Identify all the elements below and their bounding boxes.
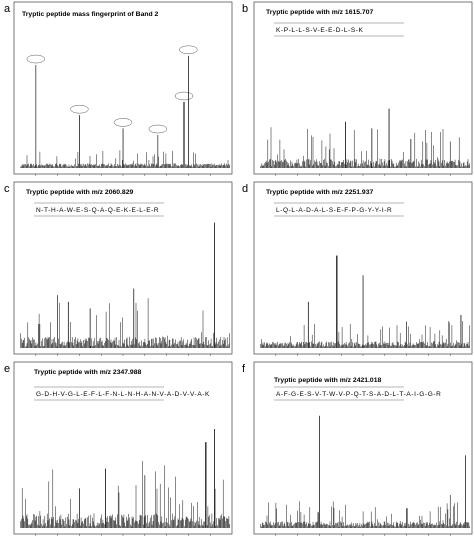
panel: e Tryptic peptide with m/z 2347.988 G-D-H-… — [4, 361, 233, 536]
panel: f Tryptic peptide with m/z 2421.018 A-F-G-… — [242, 361, 473, 536]
panel: a Tryptic peptide mass fingerprint of Ban… — [4, 1, 233, 176]
peptide-sequence: G-D-H-V-G-L-E-F-L-F-N-L-N-H-A-N-V-A-D-V-… — [36, 391, 210, 398]
spectrum — [260, 255, 470, 348]
plot-title: Tryptic peptide with m/z 1615.707 — [266, 9, 373, 16]
panel: c Tryptic peptide with m/z 2060.829 N-T-H-… — [4, 181, 233, 356]
panel: b Tryptic peptide with m/z 1615.707 K-P-L-… — [242, 1, 473, 176]
spectrum — [20, 222, 230, 348]
peak-marker — [113, 118, 133, 127]
panel: d Tryptic peptide with m/z 2251.937 L-Q-L-… — [242, 181, 473, 356]
plot-frame — [13, 361, 233, 535]
plot-title: Tryptic peptide with m/z 2421.018 — [274, 377, 381, 384]
spectrum — [260, 415, 470, 528]
panel-letter: b — [242, 3, 248, 15]
spectrum — [260, 108, 470, 168]
panel-letter: c — [4, 183, 10, 195]
panel-letter: e — [4, 363, 10, 375]
plot-title: Tryptic peptide with m/z 2060.829 — [26, 189, 133, 196]
plot-title: Tryptic peptide mass fingerprint of Band… — [22, 11, 159, 18]
plot-frame — [253, 361, 473, 535]
peptide-sequence: L-Q-L-A-D-A-L-S-E-F-P-G-Y-Y-I-R — [276, 207, 392, 214]
panel-letter: d — [242, 183, 248, 195]
peak-marker — [179, 45, 198, 55]
spectrum — [20, 55, 230, 168]
peak-marker — [174, 91, 194, 101]
plot-title: Tryptic peptide with m/z 2347.988 — [34, 369, 141, 376]
panel-letter: f — [242, 363, 246, 375]
peak-marker — [70, 104, 89, 114]
peptide-sequence: A-F-G-E-S-V-T-W-V-P-Q-T-S-A-D-L-T-A-I-G-… — [276, 391, 441, 398]
plot-title: Tryptic peptide with m/z 2251.937 — [266, 189, 373, 196]
panel-letter: a — [4, 3, 11, 15]
peak-marker — [26, 54, 46, 64]
spectrum — [20, 429, 230, 528]
peptide-sequence: N-T-H-A-W-E-S-Q-A-Q-E-K-E-L-E-R — [36, 207, 159, 214]
peptide-sequence: K-P-L-L-S-V-E-E-D-L-S-K — [276, 27, 364, 34]
peak-marker — [148, 124, 168, 134]
